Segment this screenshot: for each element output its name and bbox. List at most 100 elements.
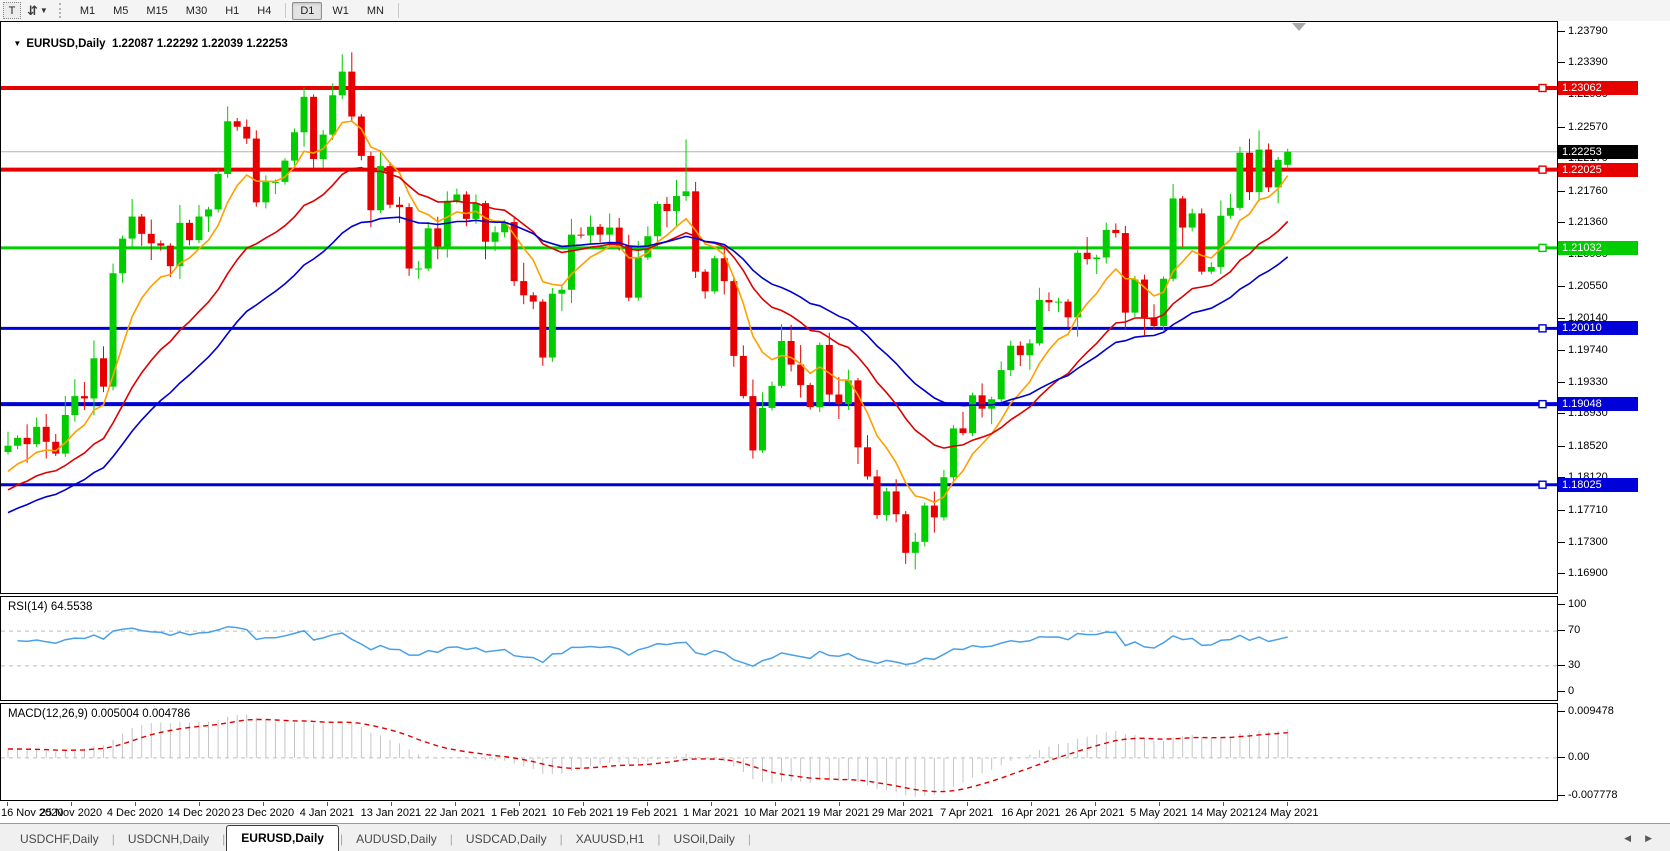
tab-divider: |	[449, 832, 453, 846]
tab-divider: |	[339, 832, 344, 846]
axis-tick-mark	[1558, 413, 1565, 415]
time-tick-mark	[774, 802, 776, 806]
line-handle	[1538, 399, 1547, 409]
price-tick-label: -0.007778	[1568, 788, 1618, 801]
timeframe-toolbar: M1 M5 M15 M30 H1 H4 D1 W1 MN	[71, 1, 393, 20]
time-tick-mark	[134, 802, 136, 806]
tab-eurusd-daily[interactable]: EURUSD,Daily	[226, 825, 339, 851]
tab-usdchf-daily[interactable]: USDCHF,Daily	[20, 832, 99, 846]
time-tick-mark	[326, 802, 328, 806]
tab-audusd-daily[interactable]: AUDUSD,Daily	[356, 832, 437, 846]
symbols-arrows-icon: ⇵	[27, 3, 38, 18]
rsi-plot[interactable]	[1, 597, 1557, 700]
fast-ma-line	[7, 120, 1289, 504]
toolbar-separator	[285, 3, 287, 18]
axis-tick-mark	[1558, 509, 1565, 511]
timeframe-button-m1[interactable]: M1	[79, 4, 96, 17]
timeframe-button-m5[interactable]: M5	[113, 4, 129, 17]
price-tick-label: 1.18520	[1568, 439, 1608, 452]
tab-usdcnh-daily[interactable]: USDCNH,Daily	[127, 832, 210, 846]
axis-tick-mark	[1558, 190, 1565, 192]
time-tick-mark	[1030, 802, 1032, 806]
timeframe-button-w1[interactable]: W1	[332, 4, 349, 17]
tab-xauusd-h1[interactable]: XAUUSD,H1	[575, 832, 645, 846]
tab-usoil-daily[interactable]: USOil,Daily	[673, 832, 735, 846]
price-tick-label: 1.20550	[1568, 279, 1608, 292]
macd-histogram	[7, 714, 1289, 797]
axis-tick-mark	[1558, 756, 1565, 758]
time-tick-label: 25 Nov 2020	[39, 807, 103, 819]
time-tick-mark	[390, 802, 392, 806]
tab-usdcad-daily[interactable]: USDCAD,Daily	[465, 832, 547, 846]
rsi-label: RSI(14) 64.5538	[8, 601, 93, 613]
time-tick-label: 7 Apr 2021	[940, 807, 994, 819]
macd-plot[interactable]	[1, 704, 1557, 800]
time-axis: 16 Nov 2020 25 Nov 2020 4 Dec 2020 14 Dec 2…	[0, 801, 1558, 823]
time-tick-label: 1 Mar 2021	[683, 807, 739, 819]
rsi-line	[17, 625, 1288, 668]
timeframe-button-m15[interactable]: M15	[146, 4, 168, 17]
price-tick-label: 30	[1568, 658, 1581, 671]
price-tick-label: 0.00	[1568, 750, 1590, 763]
main-chart-panel[interactable]	[0, 21, 1558, 594]
candlestick-plot[interactable]	[1, 22, 1557, 593]
time-tick-label: 14 May 2021	[1190, 807, 1255, 819]
tabs-scroll-left-button[interactable]: ◀	[1624, 833, 1632, 843]
line-handle	[1538, 480, 1547, 489]
price-tick-label: 1.19330	[1568, 375, 1608, 388]
tabs-scroll-right-button[interactable]: ▶	[1645, 833, 1652, 843]
rsi-panel[interactable]: RSI(14) 64.5538	[0, 596, 1558, 701]
hline-price-tag: 1.21032	[1558, 240, 1638, 255]
dropdown-caret-icon: ▼	[39, 6, 48, 15]
time-tick-label: 5 May 2021	[1129, 807, 1188, 819]
chart-title: ▼ EURUSD,Daily 1.22087 1.22292 1.22039 1.…	[7, 26, 287, 50]
chart-shift-marker-icon[interactable]	[1291, 23, 1306, 31]
time-tick-label: 4 Dec 2020	[106, 807, 164, 819]
symbols-arrows-button[interactable]: ⇵ ▼	[24, 2, 51, 19]
chart-context-arrow-icon[interactable]: ▼	[13, 39, 22, 48]
price-tick-label: 1.21360	[1568, 216, 1608, 229]
line-handle	[1538, 165, 1547, 174]
mid-ma-line	[7, 166, 1289, 491]
price-tick-label: 1.16900	[1568, 567, 1608, 580]
time-tick-mark	[7, 802, 8, 806]
timeframe-button-mn[interactable]: MN	[366, 4, 384, 17]
axis-tick-mark	[1558, 381, 1565, 383]
hline-price-tag: 1.18025	[1558, 477, 1638, 492]
time-tick-label: 26 Apr 2021	[1065, 807, 1125, 819]
time-tick-label: 10 Mar 2021	[743, 807, 806, 819]
candles-group	[4, 52, 1292, 570]
axis-tick-mark	[1558, 710, 1565, 712]
hline-price-tag: 1.19048	[1558, 397, 1638, 412]
tab-divider: |	[559, 832, 563, 846]
time-tick-label: 24 May 2021	[1254, 807, 1319, 819]
axis-tick-mark	[1558, 62, 1565, 64]
text-tool-button[interactable]: T	[3, 2, 21, 19]
tabs-nav: ◀ ▶	[1624, 833, 1670, 851]
price-tick-label: 1.19740	[1568, 343, 1608, 356]
price-tick-label: 0.009478	[1568, 704, 1614, 717]
price-axis: 1.237901.233901.229801.225701.221701.217…	[1558, 21, 1670, 801]
time-tick-label: 13 Jan 2021	[360, 807, 422, 819]
time-tick-mark	[902, 802, 904, 806]
line-handle	[1538, 324, 1547, 333]
time-tick-mark	[518, 802, 520, 806]
price-tick-label: 1.17710	[1568, 503, 1608, 516]
axis-tick-mark	[1558, 126, 1565, 128]
price-tick-label: 1.20140	[1568, 312, 1608, 325]
timeframe-button-h4[interactable]: H4	[257, 4, 272, 17]
macd-panel[interactable]: MACD(12,26,9) 0.005004 0.004786	[0, 703, 1558, 801]
hline-price-tag: 1.20010	[1558, 321, 1638, 336]
timeframe-button-m30[interactable]: M30	[185, 4, 208, 17]
timeframe-button-h1[interactable]: H1	[225, 4, 240, 17]
macd-label: MACD(12,26,9) 0.005004 0.004786	[8, 708, 191, 720]
price-tick-label: 70	[1568, 624, 1581, 637]
price-tick-label: 1.23390	[1568, 56, 1608, 69]
axis-tick-mark	[1558, 691, 1565, 692]
hline-price-tag: 1.23062	[1558, 80, 1638, 95]
timeframe-button-d1[interactable]: D1	[292, 1, 323, 20]
chart-tabs-bar: USDCHF,Daily | USDCNH,Daily | EURUSD,Daily | A…	[0, 823, 1670, 851]
time-tick-mark	[1222, 802, 1224, 806]
time-tick-mark	[646, 802, 648, 806]
price-tick-label: 1.23790	[1568, 24, 1608, 37]
